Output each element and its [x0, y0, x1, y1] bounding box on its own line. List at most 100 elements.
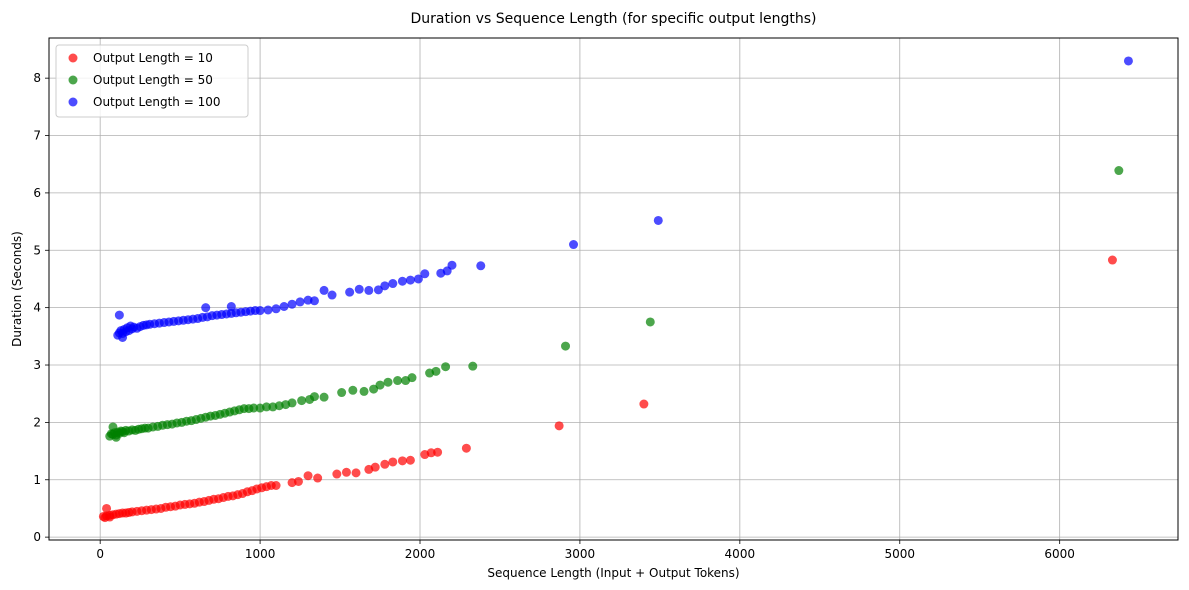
data-point [354, 284, 364, 294]
data-point [639, 399, 649, 409]
y-tick-label: 2 [33, 415, 41, 429]
data-point [476, 261, 486, 271]
data-point [375, 380, 385, 390]
data-point [380, 459, 390, 469]
data-point [1107, 255, 1117, 265]
data-point [388, 457, 398, 467]
x-tick-label: 1000 [245, 547, 276, 561]
data-point [645, 317, 655, 327]
data-point [303, 471, 313, 481]
legend-label: Output Length = 50 [93, 73, 213, 87]
data-point [447, 260, 457, 270]
data-point [105, 512, 115, 522]
data-point [327, 290, 337, 300]
data-point [405, 455, 415, 465]
data-point [249, 403, 259, 413]
data-point [287, 398, 297, 408]
series-2-points [105, 166, 1124, 442]
legend: Output Length = 10 Output Length = 50 Outp… [55, 44, 249, 118]
data-point [383, 377, 393, 387]
y-axis-ticks: 0 1 2 3 4 5 6 7 8 [33, 71, 49, 544]
y-tick-label: 7 [33, 129, 41, 143]
y-tick-label: 0 [33, 530, 41, 544]
legend-marker [68, 53, 78, 63]
data-point [309, 392, 319, 402]
data-point [359, 386, 369, 396]
plot-area-frame [48, 37, 1179, 541]
y-tick-label: 5 [33, 243, 41, 257]
y-axis-title: Duration (Seconds) [10, 231, 24, 347]
data-point [569, 240, 579, 250]
data-point [1114, 166, 1124, 176]
data-point [348, 385, 358, 395]
y-tick-label: 3 [33, 358, 41, 372]
data-point [370, 462, 380, 472]
data-point [468, 361, 478, 371]
chart-title: Duration vs Sequence Length (for specifi… [410, 11, 816, 27]
data-point [261, 402, 271, 412]
data-point [351, 468, 361, 478]
x-axis-title: Sequence Length (Input + Output Tokens) [487, 566, 739, 580]
data-point [341, 467, 351, 477]
x-tick-label: 3000 [565, 547, 596, 561]
x-axis-ticks: 0 1000 2000 3000 4000 5000 6000 [96, 540, 1075, 561]
data-point [201, 303, 211, 313]
data-point [393, 376, 403, 386]
legend-marker [68, 97, 78, 107]
data-point [380, 281, 390, 291]
y-tick-label: 4 [33, 301, 41, 315]
x-tick-label: 5000 [884, 547, 915, 561]
data-point [271, 304, 281, 314]
data-point [293, 476, 303, 486]
data-point [373, 285, 383, 295]
data-point [433, 447, 443, 457]
legend-marker [68, 75, 78, 85]
data-point [397, 276, 407, 286]
data-point [279, 301, 289, 311]
data-point [287, 299, 297, 309]
y-tick-label: 1 [33, 473, 41, 487]
data-point [226, 301, 236, 311]
data-point [319, 285, 329, 295]
x-tick-label: 0 [96, 547, 104, 561]
data-points [98, 56, 1133, 523]
data-point [1123, 56, 1133, 66]
data-point [319, 392, 329, 402]
data-point [388, 279, 398, 289]
x-tick-label: 2000 [405, 547, 436, 561]
data-point [431, 366, 441, 376]
data-point [111, 432, 121, 442]
data-point [413, 274, 423, 284]
series-3-points [113, 56, 1133, 342]
data-point [405, 275, 415, 285]
legend-box [55, 44, 249, 118]
data-point [295, 297, 305, 307]
y-tick-label: 6 [33, 186, 41, 200]
data-point [461, 443, 471, 453]
data-point [345, 287, 355, 297]
data-point [332, 469, 342, 479]
data-point [364, 285, 374, 295]
x-tick-label: 6000 [1044, 547, 1075, 561]
data-point [114, 310, 124, 320]
data-point [369, 384, 379, 394]
data-point [554, 421, 564, 431]
data-point [309, 296, 319, 306]
legend-label: Output Length = 100 [93, 95, 220, 109]
data-point [313, 473, 323, 483]
data-point [561, 341, 571, 351]
legend-label: Output Length = 10 [93, 51, 213, 65]
data-point [102, 503, 112, 513]
data-point [420, 269, 430, 279]
data-point [263, 305, 273, 315]
grid-lines [49, 38, 1178, 540]
legend-items: Output Length = 10 Output Length = 50 Outp… [68, 51, 220, 109]
data-point [255, 306, 265, 316]
data-point [297, 396, 307, 406]
data-point [397, 456, 407, 466]
data-point [118, 332, 128, 342]
data-point [271, 480, 281, 490]
x-tick-label: 4000 [725, 547, 756, 561]
data-point [441, 362, 451, 372]
